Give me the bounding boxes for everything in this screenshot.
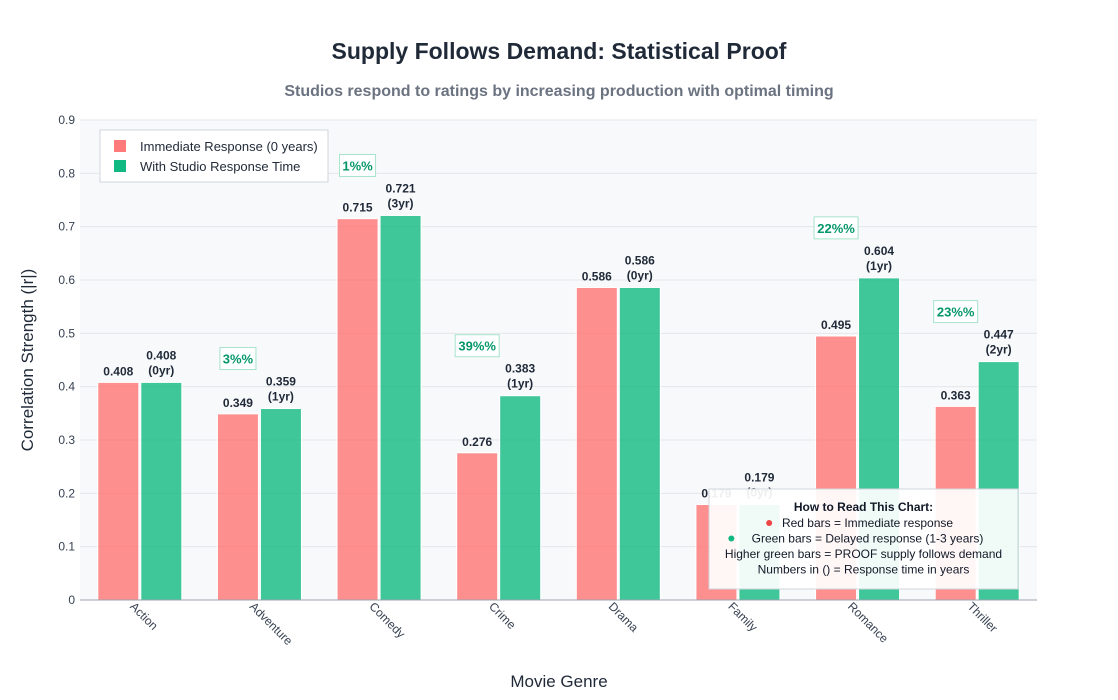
bar-delayed-adventure <box>259 408 302 601</box>
y-tick-label: 0.5 <box>58 326 75 340</box>
bar-label-immediate-comedy: 0.715 <box>343 201 373 215</box>
how-to-read-note: How to Read This Chart: Red bars = Immedi… <box>708 488 1019 590</box>
bar-label-immediate-adventure: 0.349 <box>223 396 253 410</box>
bar-label-immediate-action: 0.408 <box>103 364 133 378</box>
improvement-text-romance: 22%% <box>817 221 855 236</box>
bar-lag-label-romance: (1yr) <box>866 259 892 273</box>
improvement-badge-thriller <box>933 300 979 324</box>
note-box <box>708 488 1019 590</box>
legend-swatch-immediate <box>114 140 126 152</box>
bar-delayed-comedy <box>379 214 422 601</box>
bar-label-delayed-adventure: 0.359 <box>266 375 296 389</box>
legend-box <box>99 129 329 183</box>
bar-label-immediate-drama: 0.586 <box>582 269 612 283</box>
y-tick-label: 0.8 <box>58 166 75 180</box>
bar-label-immediate-crime: 0.276 <box>462 435 492 449</box>
y-tick-label: 0.3 <box>58 433 75 447</box>
improvement-badge-romance <box>813 216 859 240</box>
bar-label-immediate-thriller: 0.363 <box>941 388 971 402</box>
y-tick-label: 0.7 <box>58 220 75 234</box>
note-line: Numbers in () = Response time in years <box>758 563 970 577</box>
note-line: Green bars = Delayed response (1-3 years… <box>752 532 984 546</box>
y-tick-label: 0 <box>68 593 75 607</box>
improvement-text-comedy: 1%% <box>342 158 373 173</box>
note-bullet-icon <box>766 520 773 526</box>
note-title: How to Read This Chart: <box>794 500 933 514</box>
bar-lag-label-crime: (1yr) <box>507 377 533 391</box>
bar-lag-label-action: (0yr) <box>148 363 174 377</box>
improvement-text-adventure: 3%% <box>223 352 254 367</box>
legend-label-delayed[interactable]: With Studio Response Time <box>140 159 300 174</box>
bar-delayed-crime <box>499 395 542 601</box>
bar-label-delayed-action: 0.408 <box>146 348 176 362</box>
bar-lag-label-drama: (0yr) <box>627 268 653 282</box>
chart-subtitle: Studios respond to ratings by increasing… <box>284 83 833 100</box>
bar-labels: 0.4080.408(0yr)0.3490.359(1yr)0.7150.721… <box>103 181 1014 500</box>
y-tick-label: 0.2 <box>58 486 75 500</box>
bar-label-delayed-thriller: 0.447 <box>984 328 1014 342</box>
bar-lag-label-comedy: (3yr) <box>388 196 414 210</box>
bar-label-immediate-romance: 0.495 <box>821 318 851 332</box>
bar-label-delayed-family: 0.179 <box>744 471 774 485</box>
legend-swatch-delayed <box>114 160 126 172</box>
bar-label-delayed-drama: 0.586 <box>625 253 655 267</box>
bar-delayed-drama <box>618 286 661 601</box>
y-axis-title: Correlation Strength (|r|) <box>18 269 37 452</box>
bar-label-delayed-comedy: 0.721 <box>386 181 416 195</box>
bar-lag-label-thriller: (2yr) <box>986 343 1012 357</box>
note-line: Higher green bars = PROOF supply follows… <box>725 547 1002 561</box>
x-axis-title: Movie Genre <box>510 672 607 691</box>
y-tick-label: 0.1 <box>58 540 75 554</box>
legend-label-immediate[interactable]: Immediate Response (0 years) <box>140 139 318 154</box>
improvement-badge-crime <box>454 334 500 358</box>
note-line: Red bars = Immediate response <box>782 516 953 530</box>
bar-lag-label-adventure: (1yr) <box>268 390 294 404</box>
y-tick-label: 0.4 <box>58 380 75 394</box>
y-tick-label: 0.9 <box>58 113 75 127</box>
bar-immediate-comedy <box>336 218 379 601</box>
improvement-text-thriller: 23%% <box>937 305 975 320</box>
note-bullet-icon <box>728 535 735 542</box>
improvement-badge-adventure <box>219 347 257 371</box>
y-tick-label: 0.6 <box>58 273 75 287</box>
bar-delayed-action <box>140 381 183 601</box>
bar-immediate-action <box>97 381 140 601</box>
improvement-text-crime: 39%% <box>458 339 496 354</box>
bar-immediate-drama <box>575 286 618 601</box>
bar-label-delayed-crime: 0.383 <box>505 362 535 376</box>
bar-label-delayed-romance: 0.604 <box>864 244 894 258</box>
bar-immediate-adventure <box>216 413 259 601</box>
bar-immediate-crime <box>456 452 499 601</box>
chart-title: Supply Follows Demand: Statistical Proof <box>332 38 787 64</box>
legend[interactable]: Immediate Response (0 years) With Studio … <box>99 129 329 183</box>
y-axis-ticks: 0 0.1 0.2 0.3 0.4 0.5 0.6 0.7 0.8 0.9 <box>58 113 75 607</box>
improvement-badge-comedy <box>339 153 377 177</box>
improvement-annotations: 3%% 1%% 39%% 22%% 23%% <box>219 153 979 371</box>
